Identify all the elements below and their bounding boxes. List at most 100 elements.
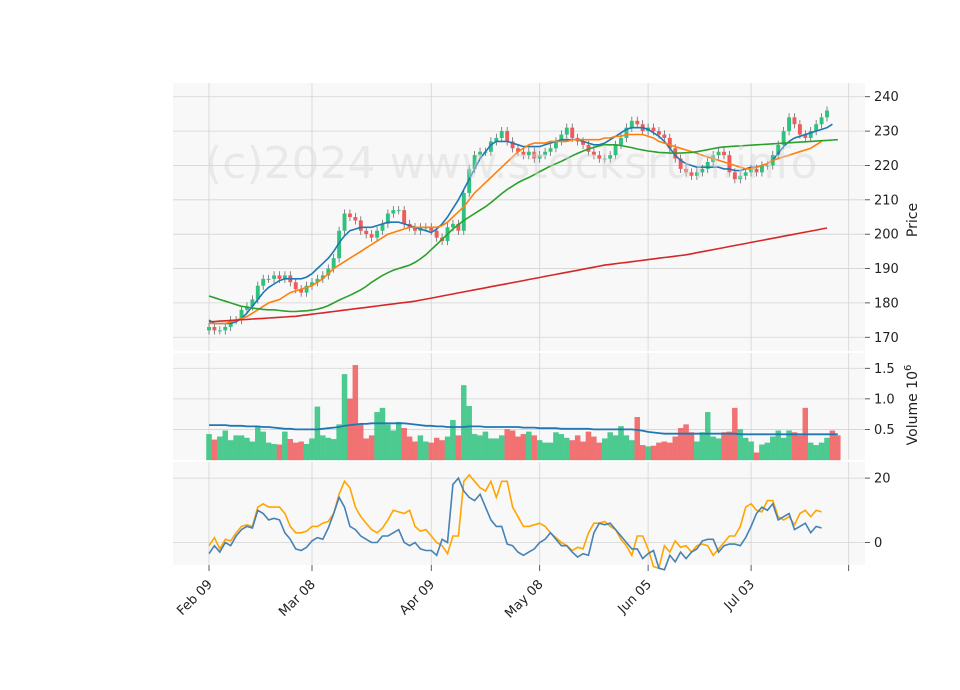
volume-bar xyxy=(287,439,294,461)
volume-bar xyxy=(396,421,402,461)
price-tick-label: 180 xyxy=(874,296,899,311)
volume-bar xyxy=(775,430,781,461)
candle-body xyxy=(738,175,743,180)
volume-bar xyxy=(591,436,597,461)
candle-body xyxy=(223,326,228,331)
candle-body xyxy=(467,168,472,193)
candle-body xyxy=(705,162,710,169)
price-tick-label: 240 xyxy=(874,90,899,105)
volume-bar xyxy=(358,424,364,461)
volume-bar xyxy=(444,436,451,461)
price-tick-label: 190 xyxy=(874,262,899,277)
volume-bar xyxy=(363,438,369,461)
candle-body xyxy=(244,306,249,310)
candle-body xyxy=(743,172,748,176)
price-tick-label: 210 xyxy=(874,193,899,208)
volume-bar xyxy=(401,428,407,461)
candle-body xyxy=(608,155,613,159)
volume-bar xyxy=(813,445,819,461)
volume-bar xyxy=(791,432,798,461)
volume-bar xyxy=(314,406,321,461)
candle-body xyxy=(581,141,586,145)
volume-bar xyxy=(255,426,261,461)
volume-bar xyxy=(585,431,592,461)
candle-body xyxy=(759,165,764,173)
volume-bar xyxy=(748,441,754,461)
volume-bar xyxy=(547,442,554,461)
candle-body xyxy=(353,217,358,221)
volume-bar xyxy=(574,435,581,461)
volume-bar xyxy=(461,385,467,461)
volume-bar xyxy=(347,398,353,461)
candle-body xyxy=(391,210,396,214)
moving-average-line xyxy=(208,227,828,323)
price-tick-label: 220 xyxy=(874,159,899,174)
volume-bar xyxy=(265,442,272,461)
volume-bar xyxy=(688,432,695,461)
volume-bar xyxy=(558,434,565,461)
x-tick-label: Mar 08 xyxy=(276,577,319,620)
volume-bar xyxy=(797,435,803,461)
candle-body xyxy=(304,285,309,293)
volume-bar xyxy=(509,430,516,461)
volume-bar xyxy=(835,435,841,461)
x-tick-label: May 08 xyxy=(502,577,546,621)
candle-body xyxy=(651,127,656,132)
candle-body xyxy=(532,151,537,159)
candle-body xyxy=(277,275,282,279)
volume-bar xyxy=(564,437,570,461)
volume-bar xyxy=(520,434,527,461)
oscillator-line-a xyxy=(208,473,822,570)
volume-axis-label: Volume 106 xyxy=(903,365,921,446)
volume-bar xyxy=(770,436,776,461)
volume-bar xyxy=(293,442,299,461)
candle-body xyxy=(315,278,320,283)
candle-body xyxy=(255,285,260,300)
volume-bar xyxy=(536,440,543,461)
volume-bar xyxy=(542,442,548,461)
moving-average-line xyxy=(209,133,823,325)
volume-bar xyxy=(298,441,304,461)
volume-bar xyxy=(764,442,771,461)
candle-body xyxy=(629,120,634,128)
candle-body xyxy=(358,220,363,231)
volume-tick-label: 1.0 xyxy=(874,392,895,407)
candle-body xyxy=(635,120,640,125)
candle-body xyxy=(282,275,287,279)
volume-bar xyxy=(607,432,613,461)
volume-bar xyxy=(602,438,608,461)
volume-bar xyxy=(336,424,342,461)
volume-bar xyxy=(753,452,760,461)
volume-bar xyxy=(482,431,489,461)
candle-body xyxy=(570,127,575,138)
price-background xyxy=(173,83,865,351)
oscillator-tick-label: 0 xyxy=(874,536,882,551)
candle-body xyxy=(602,158,607,160)
x-axis: Feb 09 Mar 08 Apr 09 May 08 Jun 05 Jul 03 xyxy=(174,565,850,621)
volume-bar xyxy=(276,444,283,461)
candle-body xyxy=(250,299,255,307)
volume-bar xyxy=(818,442,825,461)
volume-bar xyxy=(499,435,505,461)
watermark-text: (c)2024 www.stocksrun.info xyxy=(205,138,817,189)
volume-bar xyxy=(780,437,787,461)
candle-body xyxy=(797,124,802,135)
volume-bar xyxy=(677,428,684,461)
candle-body xyxy=(678,158,683,169)
volume-bar xyxy=(341,374,348,461)
candle-body xyxy=(478,151,483,156)
volume-bar xyxy=(531,435,537,461)
volume-bar xyxy=(705,412,711,461)
candle-body xyxy=(613,144,618,156)
volume-bar xyxy=(829,430,836,461)
volume-bar xyxy=(656,442,662,461)
candle-body xyxy=(749,168,754,173)
oscillator-panel: 0 20 xyxy=(173,462,891,571)
volume-bar xyxy=(742,437,749,461)
candle-body xyxy=(684,168,689,173)
candle-body xyxy=(819,117,824,125)
volume-bar xyxy=(737,429,743,461)
volume-bar xyxy=(450,420,456,461)
candle-body xyxy=(337,230,342,259)
